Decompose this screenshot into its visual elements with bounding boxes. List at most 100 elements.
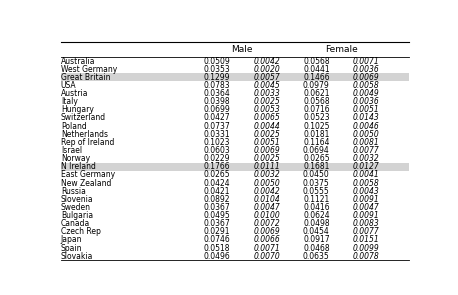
- Text: 0.0025: 0.0025: [253, 154, 280, 163]
- Text: 0.0049: 0.0049: [353, 89, 379, 98]
- Text: 0.0498: 0.0498: [303, 219, 330, 228]
- Text: Slovakia: Slovakia: [61, 252, 93, 261]
- Text: 0.0892: 0.0892: [204, 195, 230, 204]
- Text: 0.0065: 0.0065: [253, 114, 280, 122]
- Text: 0.0421: 0.0421: [204, 187, 230, 196]
- Text: 0.0979: 0.0979: [303, 81, 330, 90]
- Text: East Germany: East Germany: [61, 171, 115, 179]
- Text: 0.0568: 0.0568: [303, 57, 330, 65]
- Text: Canada: Canada: [61, 219, 90, 228]
- Text: 0.0716: 0.0716: [303, 105, 330, 114]
- Bar: [61, 163, 409, 171]
- Text: New Zealand: New Zealand: [61, 178, 111, 188]
- Text: 0.0568: 0.0568: [303, 97, 330, 106]
- Text: 0.0077: 0.0077: [353, 227, 379, 236]
- Text: 0.0737: 0.0737: [204, 122, 230, 131]
- Text: 0.0047: 0.0047: [253, 203, 280, 212]
- Text: 0.0057: 0.0057: [253, 73, 280, 82]
- Text: 0.0364: 0.0364: [204, 89, 230, 98]
- Text: 0.0468: 0.0468: [303, 244, 330, 253]
- Text: Japan: Japan: [61, 235, 82, 245]
- Text: 0.1466: 0.1466: [303, 73, 330, 82]
- Text: 0.0045: 0.0045: [253, 81, 280, 90]
- Text: Poland: Poland: [61, 122, 87, 131]
- Text: Czech Rep: Czech Rep: [61, 227, 101, 236]
- Text: 0.0398: 0.0398: [204, 97, 230, 106]
- Text: 0.0042: 0.0042: [253, 57, 280, 65]
- Text: 0.0091: 0.0091: [353, 195, 379, 204]
- Text: 0.0518: 0.0518: [204, 244, 230, 253]
- Text: Switzerland: Switzerland: [61, 114, 106, 122]
- Text: 0.0025: 0.0025: [253, 130, 280, 139]
- Text: 0.0635: 0.0635: [303, 252, 330, 261]
- Text: 0.0375: 0.0375: [303, 178, 330, 188]
- Text: 0.0495: 0.0495: [204, 211, 230, 220]
- Text: 0.0051: 0.0051: [353, 105, 379, 114]
- Text: 0.0071: 0.0071: [253, 244, 280, 253]
- Text: 0.0496: 0.0496: [204, 252, 230, 261]
- Text: 0.0078: 0.0078: [353, 252, 379, 261]
- Text: Great Britain: Great Britain: [61, 73, 110, 82]
- Text: Italy: Italy: [61, 97, 78, 106]
- Text: 0.0427: 0.0427: [204, 114, 230, 122]
- Text: 0.0450: 0.0450: [303, 171, 330, 179]
- Text: 0.0367: 0.0367: [204, 203, 230, 212]
- Text: 0.0104: 0.0104: [253, 195, 280, 204]
- Text: 0.0099: 0.0099: [353, 244, 379, 253]
- Text: 0.0917: 0.0917: [303, 235, 330, 245]
- Text: 0.0523: 0.0523: [303, 114, 330, 122]
- Text: 0.0424: 0.0424: [204, 178, 230, 188]
- Text: 0.0032: 0.0032: [353, 154, 379, 163]
- Text: Rep of Ireland: Rep of Ireland: [61, 138, 114, 147]
- Text: 0.0127: 0.0127: [353, 162, 379, 171]
- Text: 0.0077: 0.0077: [353, 146, 379, 155]
- Text: 0.0181: 0.0181: [303, 130, 330, 139]
- Text: 0.0083: 0.0083: [353, 219, 379, 228]
- Text: 0.0353: 0.0353: [204, 65, 230, 74]
- Text: 0.0066: 0.0066: [253, 235, 280, 245]
- Text: 0.0071: 0.0071: [353, 57, 379, 65]
- Text: 0.0331: 0.0331: [204, 130, 230, 139]
- Text: 0.0367: 0.0367: [204, 219, 230, 228]
- Text: West Germany: West Germany: [61, 65, 117, 74]
- Text: Netherlands: Netherlands: [61, 130, 108, 139]
- Text: N Ireland: N Ireland: [61, 162, 96, 171]
- Text: Australia: Australia: [61, 57, 95, 65]
- Text: 0.0291: 0.0291: [204, 227, 230, 236]
- Text: Hungary: Hungary: [61, 105, 94, 114]
- Text: 0.0454: 0.0454: [303, 227, 330, 236]
- Text: 0.0058: 0.0058: [353, 178, 379, 188]
- Text: Israel: Israel: [61, 146, 82, 155]
- Text: Male: Male: [231, 45, 252, 54]
- Text: 0.0072: 0.0072: [253, 219, 280, 228]
- Text: 0.0746: 0.0746: [204, 235, 230, 245]
- Text: 0.0044: 0.0044: [253, 122, 280, 131]
- Bar: [61, 73, 409, 81]
- Text: 0.1023: 0.1023: [204, 138, 230, 147]
- Text: 0.0069: 0.0069: [253, 227, 280, 236]
- Text: 0.0100: 0.0100: [253, 211, 280, 220]
- Text: 0.0783: 0.0783: [204, 81, 230, 90]
- Text: 0.0699: 0.0699: [204, 105, 230, 114]
- Text: 0.0053: 0.0053: [253, 105, 280, 114]
- Text: 0.0032: 0.0032: [253, 171, 280, 179]
- Text: 0.0081: 0.0081: [353, 138, 379, 147]
- Text: 0.0051: 0.0051: [253, 138, 280, 147]
- Text: 0.0070: 0.0070: [253, 252, 280, 261]
- Text: Spain: Spain: [61, 244, 82, 253]
- Text: 0.0041: 0.0041: [353, 171, 379, 179]
- Text: 0.0091: 0.0091: [353, 211, 379, 220]
- Text: 0.0229: 0.0229: [204, 154, 230, 163]
- Text: 0.1121: 0.1121: [303, 195, 329, 204]
- Text: 0.0624: 0.0624: [303, 211, 330, 220]
- Text: Female: Female: [325, 45, 358, 54]
- Text: 0.1299: 0.1299: [204, 73, 230, 82]
- Text: 0.0603: 0.0603: [204, 146, 230, 155]
- Text: 0.0509: 0.0509: [204, 57, 230, 65]
- Text: 0.1164: 0.1164: [303, 138, 330, 147]
- Text: Russia: Russia: [61, 187, 86, 196]
- Text: 0.0621: 0.0621: [303, 89, 330, 98]
- Text: 0.0025: 0.0025: [253, 97, 280, 106]
- Text: 0.0069: 0.0069: [353, 73, 379, 82]
- Text: 0.0036: 0.0036: [353, 65, 379, 74]
